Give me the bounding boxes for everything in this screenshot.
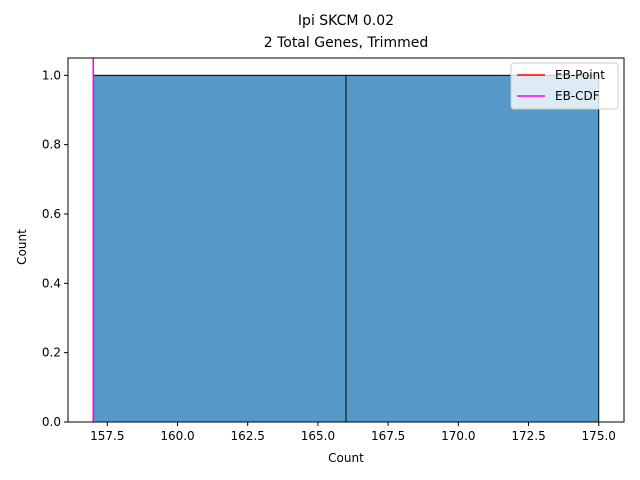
y-axis-ticks: 0.0 0.2 0.4 0.6 0.8 1.0: [42, 68, 68, 429]
x-tick-label: 162.5: [231, 429, 265, 443]
x-tick-label: 167.5: [371, 429, 405, 443]
y-tick-label: 0.4: [42, 276, 61, 290]
x-axis-label: Count: [328, 451, 364, 465]
y-axis-label: Count: [15, 229, 29, 265]
legend-label-2: EB-CDF: [555, 89, 600, 103]
histogram-bar-1: [92, 74, 347, 423]
chart-subtitle: 2 Total Genes, Trimmed: [264, 35, 429, 51]
x-tick-label: 165.0: [301, 429, 335, 443]
y-tick-label: 1.0: [42, 68, 61, 82]
y-tick-label: 0.6: [42, 207, 61, 221]
histogram-bar-2: [345, 74, 600, 423]
plot-frame: [67, 57, 625, 423]
x-tick-label: 175.0: [582, 429, 616, 443]
bars-group: [92, 74, 600, 423]
x-tick-label: 172.5: [511, 429, 545, 443]
chart-title: Ipi SKCM 0.02: [298, 13, 394, 29]
y-tick-label: 0.0: [42, 415, 61, 429]
x-tick-label: 160.0: [160, 429, 194, 443]
y-tick-label: 0.8: [42, 138, 61, 152]
y-tick-label: 0.2: [42, 346, 61, 360]
x-tick-label: 170.0: [441, 429, 475, 443]
legend: EB-Point EB-CDF: [510, 62, 619, 110]
x-tick-label: 157.5: [90, 429, 124, 443]
legend-label-1: EB-Point: [555, 68, 605, 82]
x-axis-ticks: 157.5 160.0 162.5 165.0 167.5 170.0 172.5 175.0: [90, 422, 616, 443]
